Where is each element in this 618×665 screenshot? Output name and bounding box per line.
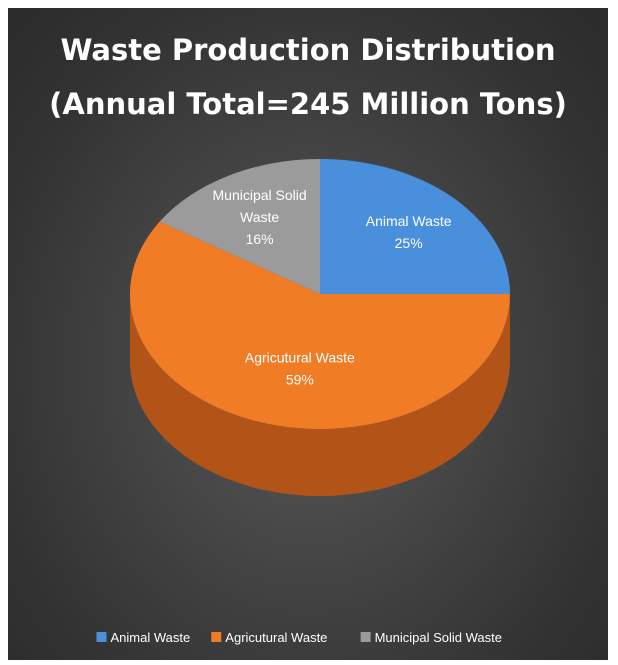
- legend-swatch: [211, 632, 222, 642]
- legend-item-municipal-solid-waste: Municipal Solid Waste: [360, 630, 502, 645]
- legend: Animal Waste Agricutural Waste Municipal S…: [96, 630, 502, 645]
- pie-slice-animal-waste: [320, 159, 510, 294]
- pie-top-faces: [130, 159, 510, 429]
- pie-side-agricutural-waste: [130, 294, 510, 496]
- chart-title-line-1: Waste Production Distribution: [60, 33, 555, 67]
- data-label-category: Agricutural Waste: [245, 349, 355, 365]
- data-label-category: Waste: [240, 209, 279, 225]
- data-label-agricutural-waste: Agricutural Waste 59%: [245, 349, 355, 387]
- chart-panel: Waste Production Distribution (Annual To…: [8, 8, 608, 660]
- data-labels: Animal Waste 25% Agricutural Waste 59% Munic…: [213, 187, 452, 387]
- pie-side-walls: [130, 294, 510, 496]
- legend-swatch: [96, 632, 107, 642]
- pie-slice-agricutural-waste: [130, 221, 510, 429]
- legend-item-animal-waste: Animal Waste: [96, 630, 191, 645]
- pie-chart: Waste Production Distribution (Annual To…: [49, 33, 567, 645]
- data-label-percent: 25%: [395, 235, 423, 251]
- legend-item-agricutural-waste: Agricutural Waste: [211, 630, 327, 645]
- data-label-municipal-solid-waste: Municipal Solid Waste 16%: [213, 187, 307, 247]
- data-label-percent: 16%: [246, 231, 274, 247]
- legend-swatch: [360, 632, 371, 642]
- legend-label: Municipal Solid Waste: [375, 630, 502, 645]
- pie-slice-municipal-solid-waste: [159, 159, 320, 294]
- data-label-animal-waste: Animal Waste 25%: [366, 213, 452, 251]
- chart-title-line-2: (Annual Total=245 Million Tons): [49, 87, 567, 121]
- legend-label: Animal Waste: [111, 630, 191, 645]
- data-label-percent: 59%: [286, 371, 314, 387]
- data-label-category: Animal Waste: [366, 213, 452, 229]
- data-label-category: Municipal Solid: [213, 187, 307, 203]
- chart-title: Waste Production Distribution (Annual To…: [49, 33, 567, 121]
- legend-label: Agricutural Waste: [225, 630, 327, 645]
